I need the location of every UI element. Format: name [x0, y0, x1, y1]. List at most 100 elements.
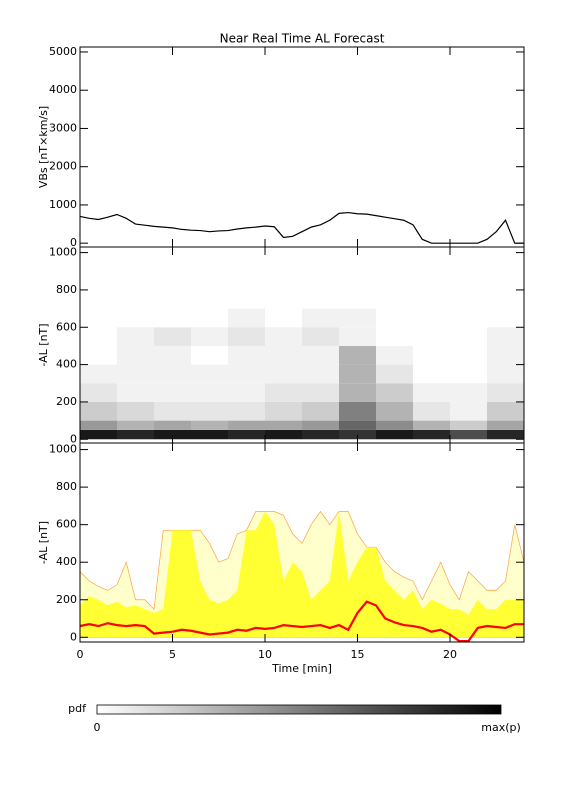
y-axis-label: -AL [nT]: [37, 323, 50, 366]
heat-cell: [302, 383, 339, 402]
heat-cell: [80, 364, 117, 384]
y-tick-label: 5000: [49, 45, 77, 58]
heat-cell: [154, 308, 191, 328]
quantile-band: [80, 511, 524, 638]
chart-title: Near Real Time AL Forecast: [220, 32, 385, 46]
heat-cell: [154, 420, 191, 430]
heat-cell: [228, 401, 265, 421]
heat-cell: [117, 345, 154, 365]
y-tick-label: 1000: [49, 443, 77, 456]
heat-cell: [191, 420, 228, 430]
y-tick-label: 1000: [49, 246, 77, 259]
panel: 0 200 400 600 800 1000 0 5 10 15 20 -AL [nT] Time [m…: [37, 442, 525, 675]
heat-cell: [117, 383, 154, 402]
heat-cell: [487, 420, 524, 430]
heat-cell: [302, 327, 339, 346]
heat-cell: [265, 429, 302, 440]
heat-cell: [450, 401, 487, 421]
heat-cell: [302, 420, 339, 430]
heat-cell: [487, 401, 524, 421]
heat-cell: [339, 429, 376, 440]
colorbar-min: 0: [94, 721, 101, 734]
y-tick-label: 200: [56, 593, 77, 606]
heat-cell: [191, 345, 228, 365]
heat-cell: [154, 401, 191, 421]
heat-cell: [191, 308, 228, 328]
heat-cell: [376, 345, 413, 365]
heat-cell: [413, 327, 450, 346]
heat-cell: [302, 364, 339, 384]
heat-cell: [413, 345, 450, 365]
colorbar: [96, 704, 502, 715]
y-tick-label: 4000: [49, 83, 77, 96]
heat-cell: [376, 383, 413, 402]
heat-cell: [80, 345, 117, 365]
heat-cell: [117, 364, 154, 384]
x-tick-label: 0: [77, 648, 84, 661]
y-axis-label: VBs [nT×km/s]: [37, 106, 50, 188]
y-tick-label: 200: [56, 395, 77, 408]
heat-cell: [339, 308, 376, 328]
y-tick-label: 600: [56, 320, 77, 333]
y-tick-label: 400: [56, 358, 77, 371]
heat-cell: [117, 308, 154, 328]
heat-cell: [191, 327, 228, 346]
y-axis-label: -AL [nT]: [37, 521, 50, 564]
y-tick-label: 1000: [49, 198, 77, 211]
heat-cell: [487, 429, 524, 440]
heat-cell: [339, 364, 376, 384]
heat-cell: [339, 383, 376, 402]
heat-cell: [191, 429, 228, 440]
heat-cell: [80, 308, 117, 328]
heat-cell: [80, 420, 117, 430]
heat-cell: [80, 327, 117, 346]
heat-cell: [339, 327, 376, 346]
y-tick-label: 0: [70, 236, 77, 249]
heat-cell: [450, 429, 487, 440]
heat-cell: [302, 308, 339, 328]
heat-cell: [80, 429, 117, 440]
heat-cell: [228, 345, 265, 365]
heat-cell: [117, 429, 154, 440]
y-tick-label: 0: [70, 432, 77, 445]
heat-cell: [450, 308, 487, 328]
heat-cell: [117, 420, 154, 430]
heat-cell: [376, 401, 413, 421]
heat-cell: [376, 308, 413, 328]
y-tick-label: 800: [56, 480, 77, 493]
axes-frame: [79, 46, 525, 248]
heat-cell: [265, 308, 302, 328]
y-tick-label: 0: [70, 630, 77, 643]
heat-cell: [117, 401, 154, 421]
heat-cell: [265, 327, 302, 346]
heat-cell: [413, 401, 450, 421]
heat-cell: [450, 420, 487, 430]
heat-cell: [265, 364, 302, 384]
heat-cell: [450, 327, 487, 346]
heat-cell: [339, 345, 376, 365]
heat-cell: [228, 420, 265, 430]
x-tick-label: 20: [443, 648, 457, 661]
heat-cell: [117, 327, 154, 346]
heat-cell: [80, 383, 117, 402]
heat-cell: [376, 364, 413, 384]
heat-cell: [487, 327, 524, 346]
heat-cell: [413, 383, 450, 402]
x-tick-label: 5: [169, 648, 176, 661]
y-tick-label: 400: [56, 555, 77, 568]
heat-cell: [376, 327, 413, 346]
heat-cell: [450, 383, 487, 402]
heat-cell: [154, 327, 191, 346]
heat-cell: [154, 429, 191, 440]
heat-cell: [376, 420, 413, 430]
heat-cell: [228, 429, 265, 440]
heat-cell: [191, 401, 228, 421]
heat-cell: [228, 364, 265, 384]
heat-cell: [413, 429, 450, 440]
heat-cell: [302, 401, 339, 421]
plot-area: [80, 510, 524, 642]
y-tick-label: 3000: [49, 121, 77, 134]
heat-cell: [191, 383, 228, 402]
y-tick-label: 800: [56, 283, 77, 296]
panel: 0 1000 2000 3000 4000 5000 Near Real Time AL F…: [37, 32, 525, 249]
